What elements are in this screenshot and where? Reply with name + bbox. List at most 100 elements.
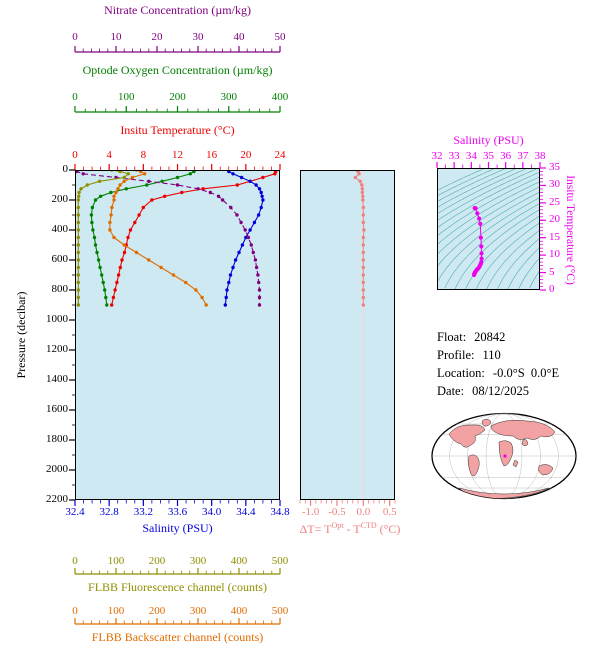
- fluorescence-tick-label: 100: [107, 555, 125, 567]
- salinity-tick-label: 34.4: [236, 506, 256, 518]
- temperature-tick-label: 20: [240, 149, 252, 161]
- pressure-tick-label: 1200: [46, 343, 68, 355]
- backscatter-tick-label: 100: [107, 605, 125, 617]
- delta-t-tick-label: 0.0: [356, 506, 371, 518]
- delta-t-tick-label: -0.5: [328, 506, 346, 518]
- pressure-tick-label: 0: [62, 163, 69, 175]
- delta-t-label-sup-opt: Opt: [331, 521, 344, 530]
- delta-t-label-part: (°C): [376, 522, 401, 536]
- delta-t-label-sup-ctd: CTD: [360, 521, 377, 530]
- profile-plot-area: [75, 170, 280, 500]
- nitrate-tick-label: 20: [151, 31, 163, 43]
- fluorescence-tick-label: 0: [72, 555, 78, 567]
- float-info-row: Profile: 110: [437, 348, 559, 363]
- delta-t-axis-title: ΔT= TOpt - TCTD (°C): [267, 521, 433, 537]
- backscatter-tick-label: 300: [189, 605, 207, 617]
- salinity-tick-label: 32.4: [65, 506, 85, 518]
- world-map-svg: [431, 412, 577, 500]
- ts-salinity-tick-label: 38: [534, 150, 546, 162]
- backscatter-tick-label: 400: [230, 605, 248, 617]
- oxygen-tick-label: 400: [271, 91, 289, 103]
- nitrate-axis-title: Nitrate Concentration (µm/kg): [104, 3, 251, 17]
- temperature-tick-label: 8: [140, 149, 147, 161]
- float-info-row: Float: 20842: [437, 330, 559, 345]
- profile-series-svg: [75, 170, 278, 307]
- pressure-tick-label: 200: [51, 193, 69, 205]
- ts-plot-area: [437, 168, 540, 290]
- nitrate-tick-label: 10: [110, 31, 122, 43]
- salinity-axis-title: Salinity (PSU): [142, 521, 213, 535]
- location-value: -0.0°S 0.0°E: [492, 366, 560, 380]
- fluorescence-tick-label: 500: [271, 555, 289, 567]
- fluorescence-tick-label: 400: [230, 555, 248, 567]
- ts-salinity-tick-label: 36: [500, 150, 512, 162]
- delta-t-tick-label: 0.5: [382, 506, 397, 518]
- nitrate-tick-label: 40: [233, 31, 245, 43]
- ts-temperature-axis-title: Insitu Temperature (°C): [564, 175, 576, 285]
- location-label: Location:: [437, 366, 485, 380]
- pressure-tick-label: 2000: [46, 463, 68, 475]
- salinity-tick-label: 34.0: [202, 506, 222, 518]
- backscatter-tick-label: 0: [72, 605, 78, 617]
- float-value: 20842: [474, 330, 506, 344]
- ts-salinity-tick-label: 35: [483, 150, 494, 162]
- pressure-tick-label: 400: [51, 223, 69, 235]
- salinity-tick-label: 34.8: [270, 506, 290, 518]
- fluorescence-axis-title: FLBB Fluorescence channel (counts): [88, 580, 267, 594]
- float-info-row: Location: -0.0°S 0.0°E: [437, 366, 559, 381]
- delta-t-label-part: ΔT= T: [299, 522, 332, 536]
- pressure-tick-label: 2200: [46, 493, 68, 505]
- pressure-axis-title: Pressure (decibar): [14, 291, 28, 379]
- temperature-tick-label: 24: [274, 149, 286, 161]
- profile-value: 110: [482, 348, 501, 362]
- ts-temperature-tick-label: 20: [549, 213, 560, 226]
- pressure-tick-label: 1600: [46, 403, 68, 415]
- ts-temperature-tick-label: 30: [549, 178, 560, 191]
- oxygen-tick-label: 0: [72, 91, 78, 103]
- pressure-tick-label: 1000: [46, 313, 68, 325]
- ts-temperature-tick-label: 15: [549, 230, 560, 243]
- pressure-tick-label: 800: [51, 283, 69, 295]
- float-label: Float:: [437, 330, 467, 344]
- float-info-block: Float: 20842 Profile: 110 Location: -0.0°S …: [437, 330, 559, 402]
- ts-salinity-tick-label: 32: [431, 150, 443, 162]
- world-map: [428, 410, 580, 502]
- nitrate-tick-label: 50: [274, 31, 286, 43]
- date-value: 08/12/2025: [472, 384, 530, 398]
- ts-salinity-tick-label: 34: [465, 150, 477, 162]
- float-location-marker: [503, 454, 507, 458]
- ts-temperature-tick-label: 35: [549, 161, 560, 173]
- ts-salinity-axis-title: Salinity (PSU): [453, 133, 524, 147]
- temperature-tick-label: 12: [172, 149, 183, 161]
- backscatter-tick-label: 500: [271, 605, 289, 617]
- date-label: Date:: [437, 384, 465, 398]
- float-info-row: Date: 08/12/2025: [437, 384, 559, 399]
- oxygen-tick-label: 300: [220, 91, 238, 103]
- temperature-axis-title: Insitu Temperature (°C): [120, 123, 235, 137]
- delta-t-label-part: - T: [343, 522, 361, 536]
- pressure-tick-label: 600: [51, 253, 69, 265]
- ts-temperature-tick-label: 10: [549, 248, 560, 261]
- backscatter-axis-title: FLBB Backscatter channel (counts): [91, 630, 264, 644]
- temperature-tick-label: 16: [206, 149, 218, 161]
- temperature-tick-label: 4: [106, 149, 112, 161]
- oxygen-axis-title: Optode Oxygen Concentration (µm/kg): [82, 63, 273, 77]
- pressure-tick-label: 1400: [46, 373, 68, 385]
- ts-temperature-tick-label: 0: [549, 283, 555, 295]
- temperature-tick-label: 0: [72, 149, 78, 161]
- delta-t-tick-label: -1.0: [301, 506, 320, 518]
- salinity-tick-label: 32.8: [99, 506, 119, 518]
- ts-temperature-tick-label: 25: [549, 195, 560, 208]
- oxygen-tick-label: 200: [169, 91, 186, 103]
- salinity-tick-label: 33.6: [167, 506, 188, 518]
- ts-temperature-tick-label: 5: [549, 265, 555, 278]
- delta-t-series-svg: [353, 170, 366, 500]
- fluorescence-tick-label: 200: [148, 555, 166, 567]
- ts-series-svg: [437, 168, 540, 290]
- ts-salinity-tick-label: 33: [448, 150, 460, 162]
- nitrate-tick-label: 30: [192, 31, 204, 43]
- oxygen-tick-label: 100: [118, 91, 135, 103]
- nitrate-tick-label: 0: [72, 31, 78, 43]
- backscatter-tick-label: 200: [148, 605, 166, 617]
